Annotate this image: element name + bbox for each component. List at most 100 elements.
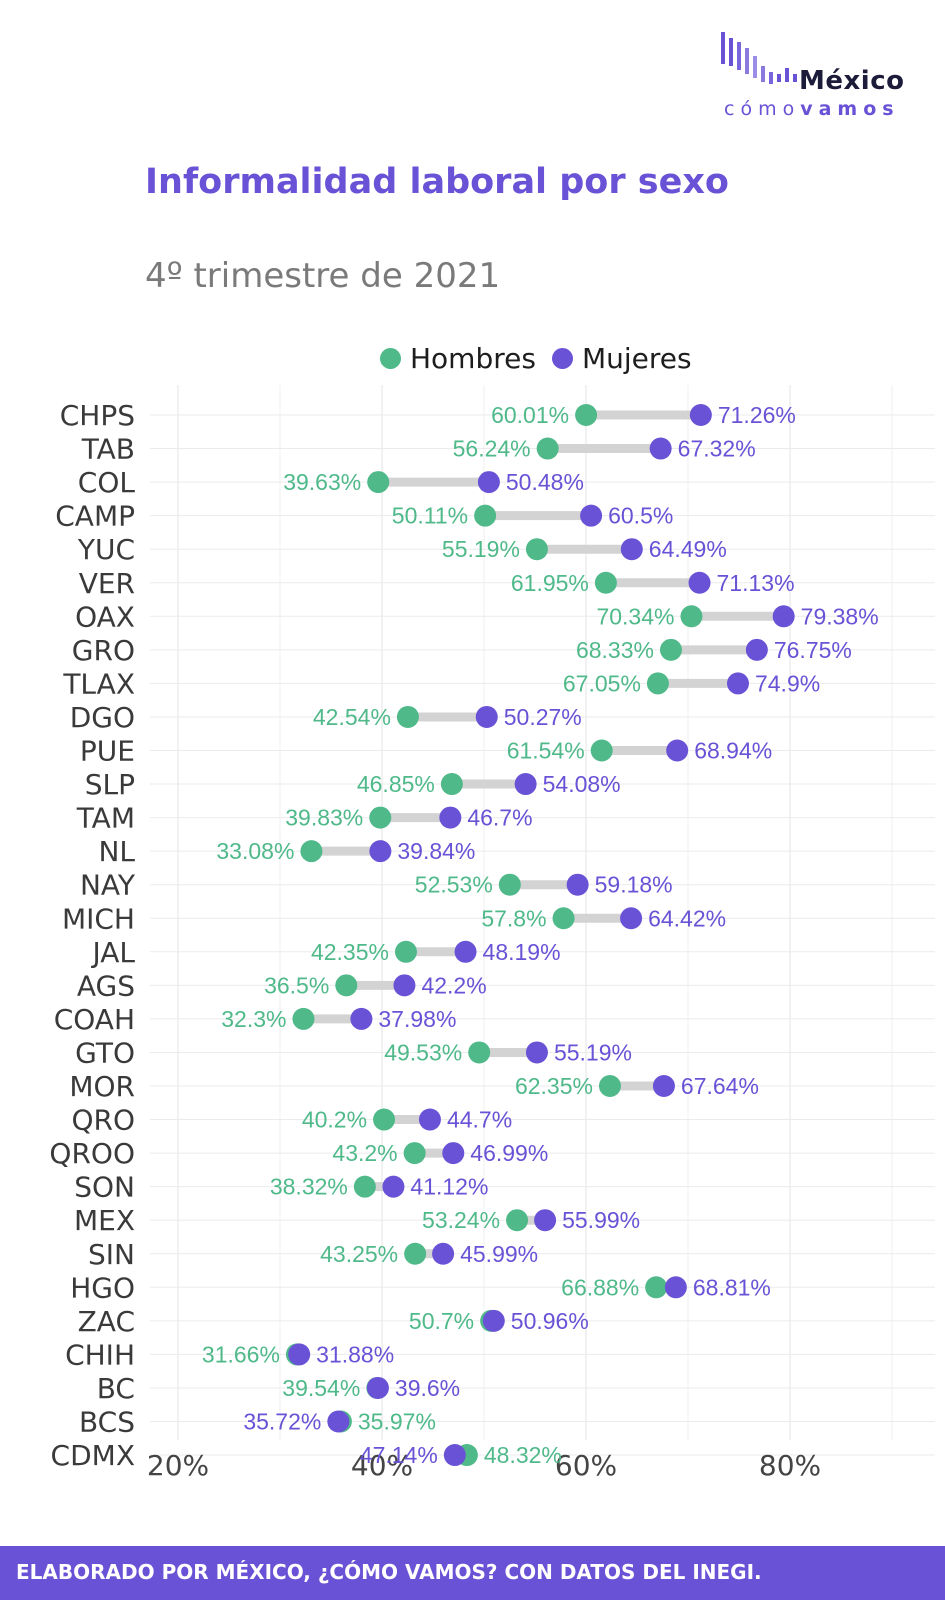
point-mujeres [514,773,537,796]
legend: Hombres Mujeres [380,338,708,378]
data-label-hombres: 50.11% [392,503,468,529]
category-label: SIN [88,1238,135,1271]
point-hombres [498,873,521,896]
point-hombres [659,638,682,661]
point-mujeres [772,605,795,628]
point-hombres [396,705,419,728]
data-label-mujeres: 55.99% [562,1207,640,1233]
point-hombres [468,1041,491,1064]
category-label: GRO [72,634,135,667]
data-label-hombres: 36.5% [264,972,329,998]
category-label: AGS [77,969,135,1002]
category-label: BCS [79,1406,135,1439]
data-label-hombres: 60.01% [491,402,569,428]
point-hombres [646,672,669,695]
logo-subtitle: cómovamos [724,98,900,120]
point-hombres [292,1007,315,1030]
point-mujeres [477,471,500,494]
category-label: CHPS [60,399,135,432]
data-label-mujeres: 55.19% [554,1039,632,1065]
point-hombres [367,471,390,494]
data-label-mujeres: 64.42% [648,905,726,931]
logo: México cómovamos [719,28,919,128]
logo-name: México [799,66,905,96]
category-label: YUC [77,533,135,566]
point-mujeres [620,538,643,561]
data-label-mujeres: 68.94% [694,738,772,764]
category-label: NAY [80,869,136,902]
point-hombres [506,1209,529,1232]
category-label: SON [74,1171,135,1204]
point-mujeres [454,940,477,963]
x-tick-label: 60% [555,1449,617,1482]
legend-dot-mujeres [551,347,573,369]
data-label-hombres: 52.53% [415,872,493,898]
data-label-mujeres: 74.9% [755,670,820,696]
category-label: TAB [81,433,135,466]
point-hombres [300,840,323,863]
point-mujeres [566,873,589,896]
data-label-mujeres: 68.81% [693,1274,771,1300]
point-hombres [525,538,548,561]
category-label: CDMX [51,1439,135,1472]
point-hombres [536,437,559,460]
data-label-hombres: 48.32% [484,1442,562,1468]
legend-label-hombres: Hombres [410,341,536,375]
data-label-hombres: 55.19% [442,536,520,562]
data-label-hombres: 49.53% [384,1039,462,1065]
data-label-mujeres: 46.7% [467,805,532,831]
category-label: COAH [54,1003,135,1036]
data-label-hombres: 39.63% [283,469,361,495]
data-label-mujeres: 50.96% [511,1308,589,1334]
data-label-hombres: 43.2% [332,1140,397,1166]
data-label-mujeres: 71.13% [717,570,795,596]
point-hombres [403,1142,426,1165]
bars-logo-icon [721,32,797,84]
data-label-hombres: 67.05% [563,670,641,696]
category-label: TAM [76,802,135,835]
data-label-hombres: 33.08% [216,838,294,864]
data-label-hombres: 62.35% [515,1073,593,1099]
point-hombres [369,806,392,829]
legend-item-mujeres: Mujeres [551,341,692,375]
data-label-hombres: 46.85% [357,771,435,797]
point-hombres [645,1276,668,1299]
data-label-mujeres: 31.88% [316,1341,394,1367]
footer: ELABORADO POR MÉXICO, ¿CÓMO VAMOS? CON D… [0,1546,945,1600]
point-mujeres [620,907,643,930]
point-mujeres [525,1041,548,1064]
point-mujeres [482,1309,505,1332]
category-label: CAMP [55,500,135,533]
point-mujeres [666,739,689,762]
data-label-mujeres: 46.99% [470,1140,548,1166]
point-mujeres [442,1142,465,1165]
data-label-hombres: 70.34% [596,603,674,629]
point-hombres [440,773,463,796]
data-label-mujeres: 76.75% [774,637,852,663]
data-label-mujeres: 59.18% [595,872,673,898]
data-label-mujeres: 39.84% [397,838,475,864]
point-hombres [680,605,703,628]
category-label: SLP [85,768,135,801]
legend-dot-hombres [380,347,401,369]
footer-text: ELABORADO POR MÉXICO, ¿CÓMO VAMOS? CON D… [16,1560,762,1584]
data-label-mujeres: 35.72% [243,1409,321,1435]
point-mujeres [649,437,672,460]
data-label-mujeres: 60.5% [608,503,673,529]
category-label: MEX [74,1204,135,1237]
legend-label-mujeres: Mujeres [581,341,692,375]
dumbbell-chart: 20% 40% 60% 80% CHPS 60.01% 71.26% TAB 56.24% 67.… [49,385,935,1482]
x-tick-label: 20% [147,1449,209,1482]
category-label: NL [98,835,135,868]
point-hombres [552,907,575,930]
x-tick-label: 80% [759,1449,821,1482]
data-label-hombres: 50.7% [409,1308,474,1334]
data-label-mujeres: 47.14% [360,1442,438,1468]
point-hombres [598,1075,621,1097]
point-mujeres [366,1376,389,1399]
point-hombres [335,974,358,997]
data-label-hombres: 66.88% [561,1274,639,1300]
category-label: HGO [70,1271,135,1304]
logo-sub-light: cómo [724,98,801,120]
data-label-hombres: 40.2% [302,1107,367,1133]
